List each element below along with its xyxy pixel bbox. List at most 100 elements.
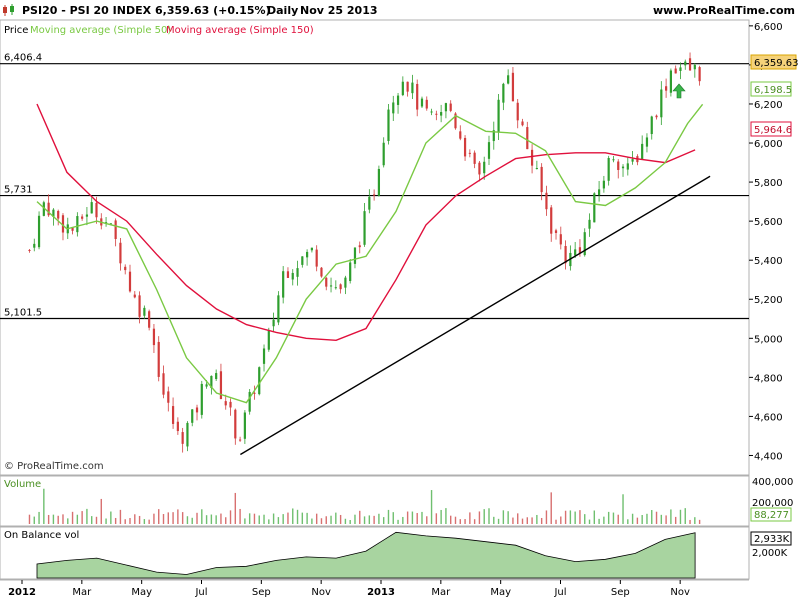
date-label: Nov 25 2013 bbox=[300, 4, 378, 17]
candle bbox=[401, 76, 404, 97]
candle bbox=[487, 135, 491, 166]
volume-bar bbox=[181, 512, 184, 524]
volume-bar bbox=[373, 515, 375, 524]
volume-bar bbox=[598, 518, 600, 524]
volume-bar bbox=[387, 509, 390, 524]
symbol-title: PSI20 - PSI 20 INDEX bbox=[22, 4, 152, 17]
candle bbox=[440, 104, 443, 123]
price-tick-label: 6,600 bbox=[754, 22, 783, 33]
volume-bar bbox=[450, 515, 452, 524]
legend-ma150: Moving average (Simple 150) bbox=[166, 25, 314, 36]
volume-bar bbox=[378, 513, 380, 524]
candle bbox=[502, 82, 505, 111]
candle bbox=[320, 267, 323, 278]
candle bbox=[104, 216, 108, 227]
volume-bar bbox=[430, 490, 433, 524]
candle bbox=[349, 258, 352, 284]
candle bbox=[57, 209, 60, 226]
svg-text:5,964.6: 5,964.6 bbox=[754, 125, 792, 136]
candle bbox=[229, 398, 232, 416]
volume-bar bbox=[459, 519, 461, 524]
ma150-line bbox=[36, 103, 696, 342]
candle bbox=[329, 277, 333, 293]
candle bbox=[545, 185, 548, 216]
candle bbox=[219, 363, 223, 400]
candle bbox=[602, 175, 605, 193]
candle bbox=[334, 280, 337, 290]
candle bbox=[61, 213, 65, 241]
volume-bar bbox=[177, 509, 179, 524]
volume-last-tag: 88,277 bbox=[750, 507, 792, 522]
candle bbox=[473, 150, 476, 169]
volume-bar bbox=[426, 516, 428, 524]
watermark: © ProRealTime.com bbox=[4, 461, 104, 472]
volume-bar bbox=[306, 512, 308, 524]
legend-price: Price bbox=[4, 25, 28, 36]
price-tick-label: 5,000 bbox=[754, 334, 783, 345]
volume-bar bbox=[560, 516, 562, 524]
candle bbox=[152, 323, 156, 354]
volume-bar bbox=[507, 511, 509, 524]
volume-bar bbox=[134, 514, 136, 524]
volume-bar bbox=[526, 517, 528, 524]
candle bbox=[224, 394, 227, 410]
volume-bar bbox=[641, 514, 643, 524]
candle bbox=[282, 266, 285, 304]
volume-bar bbox=[698, 519, 701, 524]
site-label[interactable]: www.ProRealTime.com bbox=[653, 4, 795, 17]
candle bbox=[306, 249, 309, 266]
volume-bar bbox=[210, 514, 213, 524]
candle bbox=[621, 164, 625, 177]
candle bbox=[33, 238, 36, 252]
volume-bar bbox=[201, 509, 203, 524]
price-tick-label: 5,800 bbox=[754, 178, 783, 189]
volume-bar bbox=[282, 514, 284, 524]
volume-bar bbox=[454, 516, 457, 524]
candlestick-chart-icon bbox=[3, 4, 14, 16]
candle bbox=[430, 108, 433, 116]
horizontal-level-label: 5,101.5 bbox=[4, 307, 42, 318]
price-tick-label: 4,400 bbox=[754, 451, 783, 462]
volume-bar bbox=[402, 516, 404, 524]
volume-bar bbox=[627, 519, 629, 524]
candle bbox=[693, 63, 696, 78]
trendline[interactable] bbox=[240, 175, 711, 456]
time-tick-label: Jul bbox=[194, 587, 207, 598]
volume-bar bbox=[339, 514, 342, 524]
candle bbox=[626, 157, 629, 176]
time-tick-label: May bbox=[131, 587, 152, 598]
volume-bar bbox=[172, 512, 174, 524]
candle bbox=[133, 291, 136, 299]
volume-tick-200k: 200,000 bbox=[752, 498, 793, 509]
candle bbox=[449, 100, 452, 113]
candle bbox=[641, 135, 644, 160]
volume-bar bbox=[315, 513, 318, 524]
candle bbox=[674, 65, 677, 74]
volume-bar bbox=[335, 512, 337, 524]
volume-bar bbox=[694, 517, 696, 524]
candle bbox=[377, 165, 381, 197]
time-tick-label: Mar bbox=[72, 587, 92, 598]
candle bbox=[535, 160, 538, 170]
volume-bar bbox=[584, 514, 586, 524]
volume-bar bbox=[536, 514, 538, 524]
price-tick-label: 4,800 bbox=[754, 373, 783, 384]
volume-bar bbox=[148, 519, 150, 524]
volume-bar bbox=[512, 517, 514, 524]
volume-bar bbox=[33, 516, 35, 524]
candle bbox=[301, 256, 304, 268]
volume-bar bbox=[488, 508, 490, 524]
time-tick-label: 2012 bbox=[8, 587, 36, 598]
volume-bar bbox=[483, 509, 485, 524]
volume-bar bbox=[52, 514, 55, 524]
volume-bar bbox=[593, 510, 596, 524]
candle bbox=[387, 103, 390, 145]
legend-ma50: Moving average (Simple 50) bbox=[30, 25, 171, 36]
price-tick-label: 5,600 bbox=[754, 217, 783, 228]
candle bbox=[181, 427, 184, 453]
candle bbox=[684, 59, 687, 70]
candle bbox=[521, 118, 524, 127]
candle bbox=[444, 102, 448, 119]
volume-bar bbox=[411, 511, 414, 524]
volume-bar bbox=[646, 513, 648, 524]
